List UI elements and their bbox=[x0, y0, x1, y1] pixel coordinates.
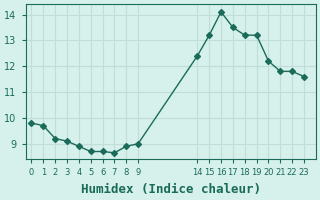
X-axis label: Humidex (Indice chaleur): Humidex (Indice chaleur) bbox=[81, 183, 261, 196]
